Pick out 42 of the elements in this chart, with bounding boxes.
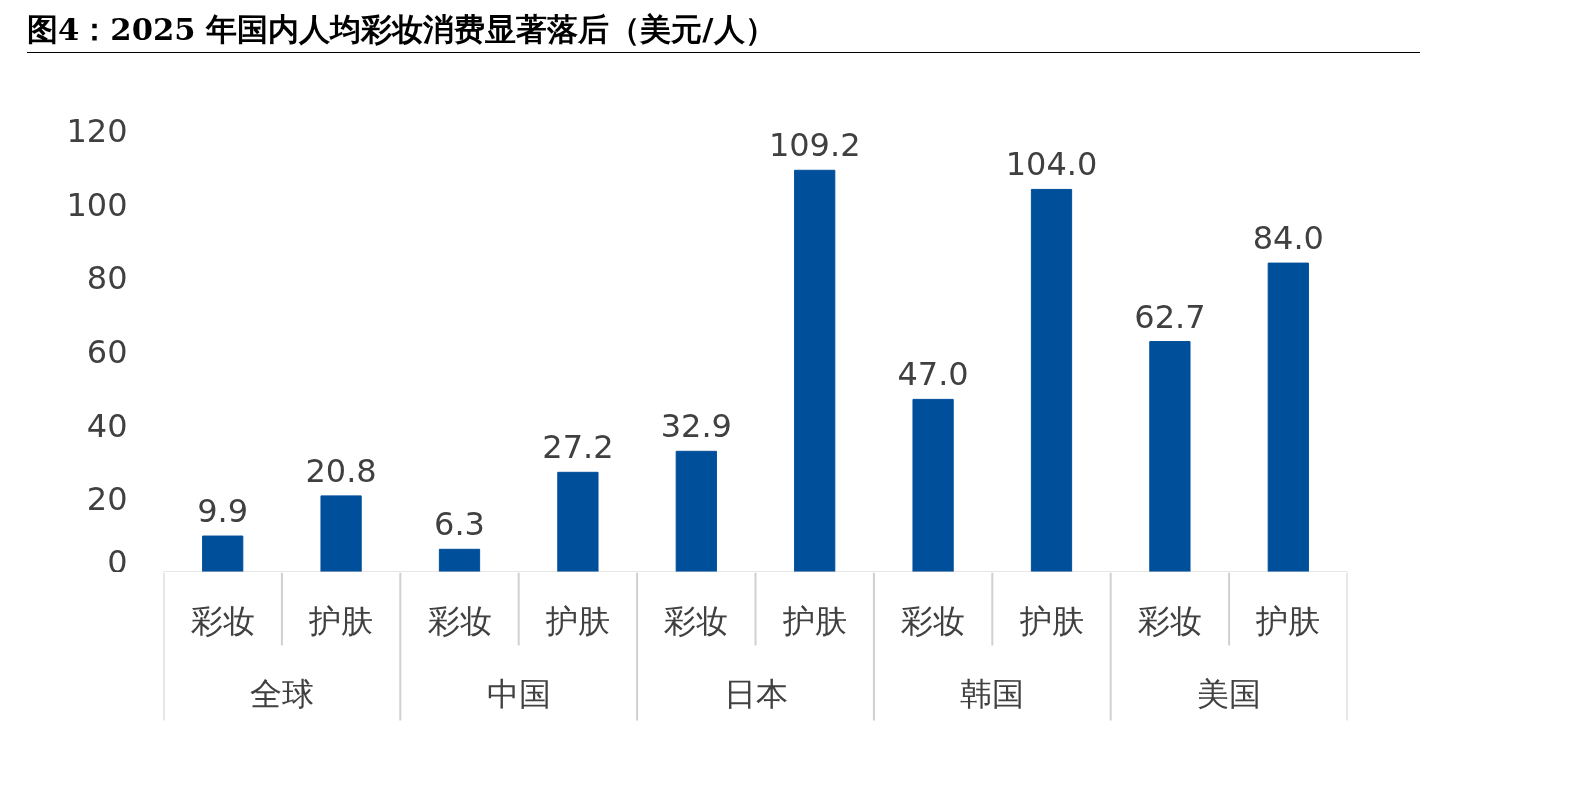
text: 彩妆 [427, 601, 492, 640]
x-tick-label: 美国 [1197, 674, 1262, 713]
bar [202, 535, 244, 572]
data-label: 9.9 [197, 492, 249, 531]
x-tick-label: 韩国 [960, 674, 1025, 713]
bar [1149, 341, 1191, 572]
y-tick-label: 120 [66, 112, 128, 150]
data-label: 27.2 [542, 428, 614, 467]
bar [1030, 188, 1073, 572]
bar [438, 548, 481, 572]
data-label: 47.0 [897, 355, 969, 394]
text: 护肤 [782, 601, 847, 640]
bar [557, 471, 599, 572]
y-tick-label: 100 [66, 185, 128, 224]
y-tick-label: 40 [86, 406, 128, 445]
data-label: 6.3 [434, 505, 485, 544]
bar [320, 495, 362, 572]
data-label: 104.0 [1005, 145, 1098, 184]
bar [1267, 262, 1309, 572]
y-tick-label: 20 [86, 480, 128, 519]
text: 护肤 [545, 601, 610, 640]
text: 护肤 [1256, 601, 1321, 640]
bar [675, 450, 717, 572]
bar [794, 169, 836, 572]
x-tick-label: 全球 [249, 674, 314, 713]
y-tick-label: 60 [86, 333, 128, 371]
bar [912, 398, 954, 572]
x-tick-label: 日本 [723, 674, 788, 713]
series-label: 护肤 [1018, 601, 1084, 640]
data-label: 62.7 [1134, 297, 1206, 336]
data-label: 32.9 [660, 407, 732, 446]
data-label: 84.0 [1252, 219, 1324, 258]
data-label: 109.2 [768, 126, 861, 165]
text: 彩妆 [190, 601, 255, 640]
series-label: 彩妆 [1137, 601, 1202, 640]
text: 护肤 [309, 601, 374, 640]
data-label: 20.8 [305, 451, 377, 490]
x-tick-label: 中国 [486, 674, 551, 713]
text: 彩妆 [664, 601, 729, 640]
y-tick-label: 80 [86, 259, 128, 298]
text: 彩妆 [901, 601, 966, 640]
chart-title: 图4：2025 年国内人均彩妆消费显著落后（美元/人） [27, 5, 1420, 53]
